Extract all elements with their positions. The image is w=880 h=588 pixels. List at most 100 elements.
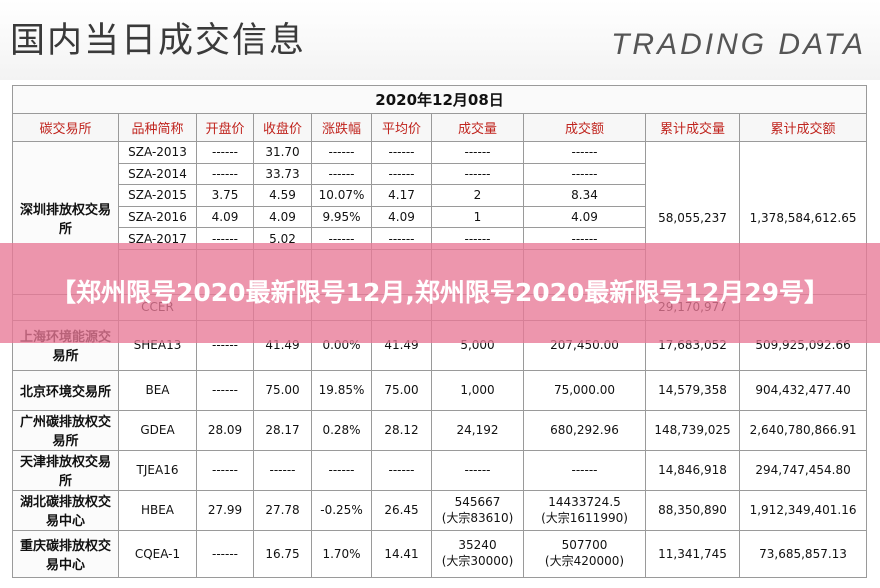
column-header: 品种简称 <box>118 113 197 142</box>
exchange-cell: 北京环境交易所 <box>12 369 119 411</box>
data-cell: 545667 (大宗83610) <box>431 489 524 531</box>
exchange-cell: 重庆碳排放权交易中心 <box>12 529 119 578</box>
data-row: SZA-2015 3.75 4.59 10.07% 4.17 2 8.34 <box>13 184 867 207</box>
data-cell: 9.95% <box>311 205 372 229</box>
data-cell: 75,000.00 <box>523 369 646 411</box>
data-cell: ------ <box>311 449 372 491</box>
cumulative-volume: 11,341,745 <box>645 529 740 578</box>
data-cell: 24,192 <box>431 409 524 451</box>
header-title: 国内当日成交信息 <box>10 21 307 61</box>
column-header: 累计成交量 <box>645 113 740 142</box>
data-cell: SZA-2015 <box>118 184 197 207</box>
cumulative-volume: 14,846,918 <box>645 449 740 491</box>
data-cell: 2 <box>431 184 524 207</box>
data-cell: 1,000 <box>431 369 524 411</box>
data-cell: 1.70% <box>311 529 372 578</box>
data-cell: 35240 (大宗30000) <box>431 529 524 578</box>
column-header: 收盘价 <box>253 113 312 142</box>
data-cell: ------ <box>311 162 372 186</box>
data-cell: ------ <box>371 141 432 164</box>
column-header: 成交额 <box>523 113 646 142</box>
data-cell: SZA-2016 <box>118 205 197 229</box>
cumulative-amount: 1,912,349,401.16 <box>738 489 868 531</box>
data-cell: 14.41 <box>371 529 432 578</box>
data-cell: ------ <box>523 449 646 491</box>
exchange-cell: 天津排放权交易所 <box>12 449 119 491</box>
cumulative-volume: 58,055,237 <box>645 141 740 295</box>
data-cell: 27.99 <box>196 489 254 531</box>
data-cell: HBEA <box>118 489 197 531</box>
data-cell: 75.00 <box>371 369 432 411</box>
data-row: 湖北碳排放权交易中心 HBEA 27.99 27.78 -0.25% 26.45 54566… <box>12 489 868 531</box>
data-cell: ------ <box>196 369 254 411</box>
data-cell: ------ <box>523 141 646 164</box>
data-cell: 507700 (大宗420000) <box>523 529 646 578</box>
column-header: 成交量 <box>431 113 524 142</box>
data-cell: ------ <box>196 162 254 186</box>
data-cell: 75.00 <box>253 369 312 411</box>
cumulative-amount: 2,640,780,866.91 <box>738 409 868 451</box>
exchange-cell: 广州碳排放权交易所 <box>12 409 119 451</box>
banner: 【郑州限号2020最新限号12月,郑州限号2020最新限号12月29号】 <box>0 243 880 343</box>
exchange-cell: 湖北碳排放权交易中心 <box>12 489 119 531</box>
data-cell: ------ <box>431 162 524 186</box>
data-row: 北京环境交易所 BEA ------ 75.00 19.85% 75.00 1,000 75,… <box>12 369 868 411</box>
header: 国内当日成交信息 TRADING DATA <box>0 0 880 80</box>
data-cell: ------ <box>196 529 254 578</box>
cumulative-volume: 148,739,025 <box>645 409 740 451</box>
data-cell: 16.75 <box>253 529 312 578</box>
data-cell: 4.09 <box>196 205 254 229</box>
data-cell: GDEA <box>118 409 197 451</box>
column-header: 涨跌幅 <box>311 113 372 142</box>
column-header: 平均价 <box>371 113 432 142</box>
data-cell: 28.12 <box>371 409 432 451</box>
data-cell: ------ <box>253 449 312 491</box>
data-cell: ------ <box>431 141 524 164</box>
data-cell: 27.78 <box>253 489 312 531</box>
data-cell: 31.70 <box>253 141 312 164</box>
data-cell: SZA-2013 <box>118 141 197 164</box>
cumulative-amount: 73,685,857.13 <box>738 529 868 578</box>
cumulative-amount: 904,432,477.40 <box>738 369 868 411</box>
data-cell: 26.45 <box>371 489 432 531</box>
data-cell: 8.34 <box>523 184 646 207</box>
data-cell: 4.17 <box>371 184 432 207</box>
data-cell: 19.85% <box>311 369 372 411</box>
data-cell: ------ <box>371 162 432 186</box>
data-cell: -0.25% <box>311 489 372 531</box>
data-cell: 680,292.96 <box>523 409 646 451</box>
data-cell: SZA-2014 <box>118 162 197 186</box>
data-cell: 33.73 <box>253 162 312 186</box>
data-cell: 4.09 <box>253 205 312 229</box>
data-row: 重庆碳排放权交易中心 CQEA-1 ------ 16.75 1.70% 14.41 352… <box>12 529 868 578</box>
data-cell: 4.09 <box>371 205 432 229</box>
data-cell: BEA <box>118 369 197 411</box>
column-header: 开盘价 <box>196 113 254 142</box>
data-cell: ------ <box>523 162 646 186</box>
data-row: SZA-2016 4.09 4.09 9.95% 4.09 1 4.09 <box>13 205 867 229</box>
data-cell: 28.09 <box>196 409 254 451</box>
cumulative-volume: 14,579,358 <box>645 369 740 411</box>
column-header: 碳交易所 <box>12 113 119 142</box>
data-cell: ------ <box>196 449 254 491</box>
data-cell: 10.07% <box>311 184 372 207</box>
table-title: 2020年12月08日 <box>11 85 868 114</box>
title-row: 2020年12月08日 <box>11 85 868 114</box>
header-row: 碳交易所 品种简称 开盘价 收盘价 涨跌幅 平均价 成交量 成交额 累计成交量 累计成交额 <box>12 113 868 142</box>
cumulative-volume: 88,350,890 <box>645 489 740 531</box>
cumulative-amount: 294,747,454.80 <box>738 449 868 491</box>
data-row: 广州碳排放权交易所 GDEA 28.09 28.17 0.28% 28.12 24,192 6… <box>12 409 868 451</box>
data-cell: ------ <box>431 449 524 491</box>
data-cell: 14433724.5 (大宗1611990) <box>523 489 646 531</box>
data-row: 深圳排放权交易所 SZA-2013 ------ 31.70 ------ ------ -… <box>12 141 868 295</box>
data-cell: 4.59 <box>253 184 312 207</box>
data-cell: 0.28% <box>311 409 372 451</box>
data-cell: ------ <box>196 141 254 164</box>
data-cell: 28.17 <box>253 409 312 451</box>
header-subtitle: TRADING DATA <box>611 28 866 61</box>
data-cell: 3.75 <box>196 184 254 207</box>
data-row: 天津排放权交易所 TJEA16 ------ ------ ------ ------ --… <box>12 449 868 491</box>
column-header: 累计成交额 <box>738 113 868 142</box>
data-row: SZA-2014 ------ 33.73 ------ ------ ------ ---… <box>13 162 867 186</box>
